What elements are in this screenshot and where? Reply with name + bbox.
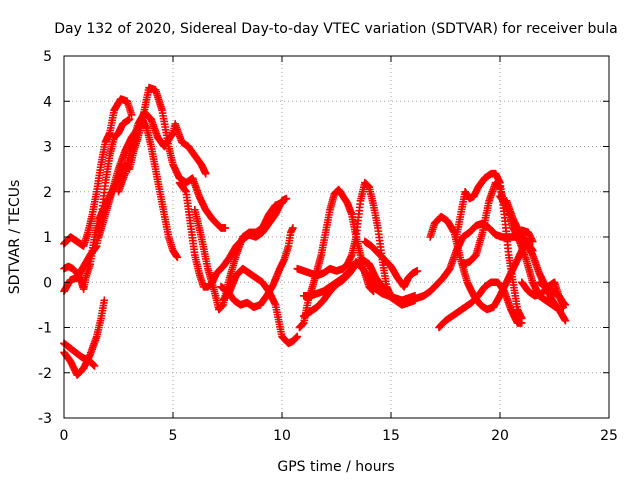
x-axis-label: GPS time / hours — [277, 459, 394, 475]
series-arc-1 — [60, 296, 109, 379]
y-tick-label: -1 — [38, 321, 52, 337]
y-tick-label: 4 — [43, 94, 52, 110]
data-point — [278, 199, 286, 207]
y-tick-label: 3 — [43, 140, 52, 156]
series-arc-5 — [60, 83, 230, 293]
y-tick-label: 1 — [43, 230, 52, 246]
series-arc-13 — [293, 178, 400, 305]
series-arc-2 — [60, 339, 99, 370]
y-tick-label: -3 — [38, 411, 52, 427]
data-point — [127, 111, 136, 119]
y-tick-label: 5 — [43, 49, 52, 65]
data-point — [173, 253, 182, 262]
x-tick-label: 5 — [169, 428, 178, 444]
data-point — [221, 224, 230, 232]
x-tick-label: 15 — [382, 428, 400, 444]
y-tick-label: 0 — [43, 275, 52, 291]
data-point — [125, 115, 134, 124]
series-arc-11 — [217, 224, 297, 311]
data-point — [201, 169, 210, 178]
x-tick-label: 10 — [273, 428, 291, 444]
data-point — [293, 332, 302, 341]
data-series — [60, 83, 570, 379]
data-point — [282, 194, 291, 203]
data-point — [90, 362, 99, 370]
y-tick-label: -2 — [38, 366, 52, 382]
data-point — [289, 224, 297, 232]
x-tick-label: 20 — [491, 428, 509, 444]
chart-title: Day 132 of 2020, Sidereal Day-to-day VTE… — [54, 21, 617, 37]
data-point — [100, 296, 109, 305]
x-tick-label: 25 — [600, 428, 618, 444]
y-axis-label: SDTVAR / TECUs — [7, 180, 23, 295]
series-arc-7 — [114, 108, 210, 196]
y-tick-label: 2 — [43, 185, 52, 201]
x-tick-label: 0 — [60, 428, 69, 444]
series-arc-3 — [60, 95, 136, 250]
